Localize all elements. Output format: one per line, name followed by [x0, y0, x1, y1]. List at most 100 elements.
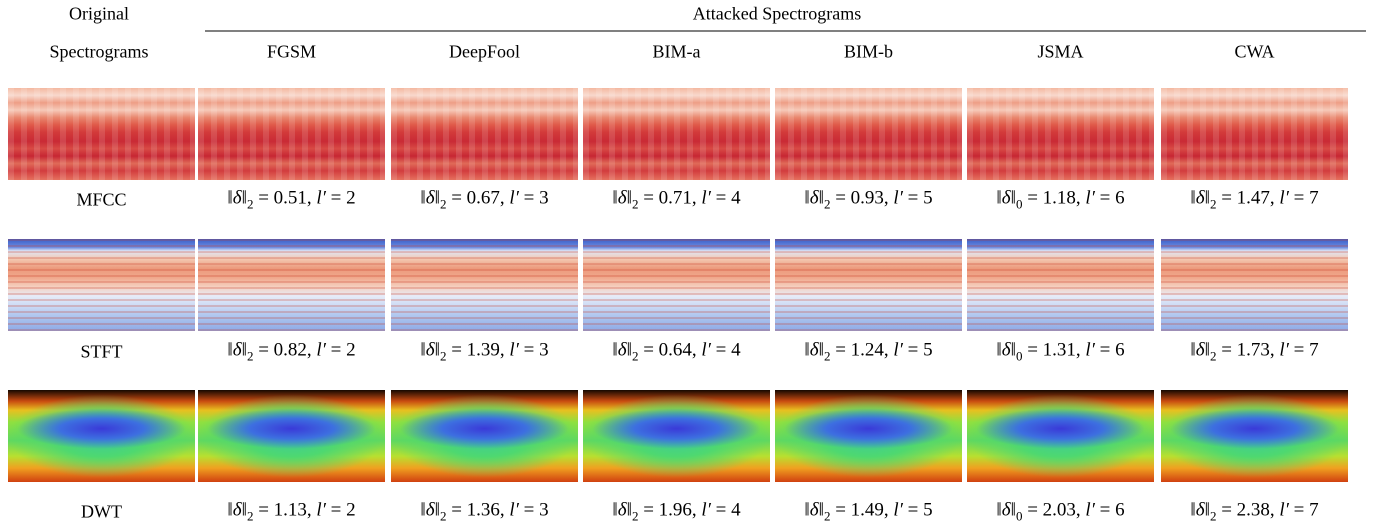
perturbation-caption: ‖δ‖2 = 1.47, l′ = 7	[1190, 188, 1318, 213]
caption-part: ‖δ‖	[804, 187, 824, 209]
caption-part: ‖δ‖	[227, 339, 247, 361]
caption-part: = 2	[325, 187, 356, 209]
caption-part: = 1.47,	[1216, 187, 1280, 209]
spectrogram-image	[583, 239, 770, 331]
caption-part: 2	[1209, 348, 1217, 364]
caption-part: = 2.03,	[1022, 499, 1086, 521]
caption-part: l′	[1279, 499, 1289, 521]
spectrogram-image	[8, 239, 195, 331]
caption-part: l′	[316, 339, 326, 361]
spectrogram-image	[967, 390, 1154, 482]
caption-part: ‖δ‖	[420, 499, 440, 521]
caption-part: ‖δ‖	[1190, 187, 1210, 209]
caption-part: = 3	[518, 499, 549, 521]
caption-part: ‖δ‖	[612, 499, 632, 521]
caption-part: l′	[701, 339, 711, 361]
spectrogram-image	[198, 390, 385, 482]
caption-part: 2	[439, 508, 447, 524]
row-label: DWT	[81, 501, 122, 522]
perturbation-caption: ‖δ‖2 = 0.93, l′ = 5	[804, 188, 932, 213]
caption-part: = 0.67,	[446, 187, 510, 209]
spectrogram-image	[1161, 239, 1348, 331]
spectrogram-image	[583, 88, 770, 180]
spectrogram-image	[8, 88, 195, 180]
caption-part: l′	[509, 187, 519, 209]
caption-part: l′	[893, 339, 903, 361]
caption-part: 0	[1015, 508, 1023, 524]
perturbation-caption: ‖δ‖2 = 1.49, l′ = 5	[804, 500, 932, 525]
caption-part: = 3	[518, 187, 549, 209]
header-original: Original	[69, 3, 129, 24]
perturbation-caption: ‖δ‖2 = 1.39, l′ = 3	[420, 340, 548, 365]
perturbation-caption: ‖δ‖0 = 1.18, l′ = 6	[996, 188, 1124, 213]
caption-part: l′	[509, 339, 519, 361]
header-spectrograms: Spectrograms	[49, 41, 149, 62]
caption-part: ‖δ‖	[227, 187, 247, 209]
spectrogram-image	[1161, 390, 1348, 482]
perturbation-caption: ‖δ‖2 = 1.13, l′ = 2	[227, 500, 355, 525]
perturbation-caption: ‖δ‖2 = 0.82, l′ = 2	[227, 340, 355, 365]
caption-part: = 7	[1288, 187, 1319, 209]
spectrogram-image	[967, 239, 1154, 331]
caption-part: = 5	[902, 339, 933, 361]
perturbation-caption: ‖δ‖2 = 2.38, l′ = 7	[1190, 500, 1318, 525]
caption-part: = 6	[1094, 339, 1125, 361]
caption-part: l′	[893, 499, 903, 521]
caption-part: l′	[1085, 339, 1095, 361]
method-header: DeepFool	[449, 41, 520, 62]
caption-part: ‖δ‖	[612, 339, 632, 361]
caption-part: 2	[631, 508, 639, 524]
caption-part: ‖δ‖	[996, 339, 1016, 361]
caption-part: = 1.18,	[1022, 187, 1086, 209]
caption-part: = 1.39,	[446, 339, 510, 361]
perturbation-caption: ‖δ‖2 = 0.64, l′ = 4	[612, 340, 740, 365]
caption-part: l′	[316, 187, 326, 209]
spectrogram-image	[967, 88, 1154, 180]
method-header: FGSM	[266, 41, 317, 62]
caption-part: = 1.31,	[1022, 339, 1086, 361]
caption-part: = 4	[710, 339, 741, 361]
caption-part: = 1.13,	[253, 499, 317, 521]
caption-part: = 0.51,	[253, 187, 317, 209]
caption-part: ‖δ‖	[420, 339, 440, 361]
spectrogram-image	[391, 88, 578, 180]
method-header: BIM-b	[844, 41, 893, 62]
caption-part: 2	[1209, 196, 1217, 212]
caption-part: = 5	[902, 499, 933, 521]
caption-part: ‖δ‖	[1190, 339, 1210, 361]
caption-part: l′	[1085, 499, 1095, 521]
caption-part: l′	[1279, 187, 1289, 209]
perturbation-caption: ‖δ‖2 = 1.36, l′ = 3	[420, 500, 548, 525]
caption-part: = 7	[1288, 339, 1319, 361]
caption-part: ‖δ‖	[612, 187, 632, 209]
caption-part: ‖δ‖	[1190, 499, 1210, 521]
spectrogram-image	[198, 88, 385, 180]
caption-part: 2	[246, 196, 254, 212]
method-header: CWA	[1234, 41, 1275, 62]
perturbation-caption: ‖δ‖0 = 2.03, l′ = 6	[996, 500, 1124, 525]
caption-part: = 0.64,	[638, 339, 702, 361]
perturbation-caption: ‖δ‖2 = 1.96, l′ = 4	[612, 500, 740, 525]
row-label: MFCC	[76, 189, 127, 210]
caption-part: = 0.82,	[253, 339, 317, 361]
caption-part: = 2	[325, 499, 356, 521]
caption-part: 2	[631, 348, 639, 364]
caption-part: = 1.24,	[830, 339, 894, 361]
caption-part: = 2.38,	[1216, 499, 1280, 521]
caption-part: 2	[246, 508, 254, 524]
caption-part: 2	[823, 348, 831, 364]
caption-part: l′	[316, 499, 326, 521]
caption-part: 2	[246, 348, 254, 364]
caption-part: ‖δ‖	[420, 187, 440, 209]
caption-part: 2	[439, 196, 447, 212]
caption-part: ‖δ‖	[227, 499, 247, 521]
caption-part: l′	[701, 187, 711, 209]
caption-part: = 0.93,	[830, 187, 894, 209]
perturbation-caption: ‖δ‖2 = 1.73, l′ = 7	[1190, 340, 1318, 365]
caption-part: l′	[893, 187, 903, 209]
method-header: JSMA	[1037, 41, 1084, 62]
caption-part: 2	[631, 196, 639, 212]
caption-part: 2	[823, 508, 831, 524]
